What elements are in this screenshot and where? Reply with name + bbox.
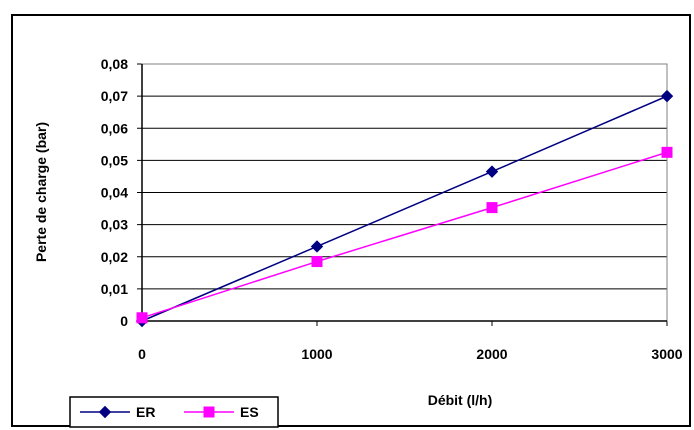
legend-marker <box>98 405 112 419</box>
y-axis-title: Perte de charge (bar) <box>33 122 49 262</box>
series-line-es <box>141 151 668 319</box>
legend-item-es: ES <box>184 404 259 420</box>
data-point <box>136 312 148 324</box>
data-point <box>485 165 499 178</box>
y-tick-label: 0,01 <box>101 281 128 297</box>
y-tick-label: 0,03 <box>101 217 128 233</box>
x-tick-label: 2000 <box>476 346 507 362</box>
chart-frame <box>11 14 691 427</box>
y-tick-label: 0,06 <box>101 120 128 136</box>
grid-lines <box>142 63 667 290</box>
data-point <box>310 240 324 253</box>
tick-labels: 0 0,01 0,02 0,03 0,04 0,05 0,06 0,07 0,08 0 1000 20… <box>101 56 683 362</box>
x-axis-title: Débit (l/h) <box>428 392 493 408</box>
x-tick-label: 1000 <box>301 346 332 362</box>
data-point <box>311 256 323 268</box>
legend: ER ES <box>69 396 279 428</box>
y-tick-label: 0 <box>120 313 128 329</box>
y-tick-label: 0,05 <box>101 152 128 168</box>
legend-item-er: ER <box>80 404 155 420</box>
x-tick-label: 0 <box>138 346 146 362</box>
series-layer <box>135 89 674 328</box>
series-es <box>136 146 673 324</box>
series-line-er <box>141 95 668 322</box>
axes <box>137 63 668 326</box>
y-tick-label: 0,02 <box>101 249 128 265</box>
data-point <box>486 202 498 214</box>
data-point <box>661 146 673 158</box>
legend-label: ES <box>240 404 259 420</box>
y-tick-label: 0,07 <box>101 88 128 104</box>
legend-label: ER <box>136 404 155 420</box>
data-point <box>660 89 674 103</box>
series-er <box>135 89 674 328</box>
x-tick-label: 3000 <box>651 346 682 362</box>
y-tick-label: 0,08 <box>101 56 128 72</box>
y-tick-label: 0,04 <box>101 185 128 201</box>
legend-marker <box>203 406 215 418</box>
